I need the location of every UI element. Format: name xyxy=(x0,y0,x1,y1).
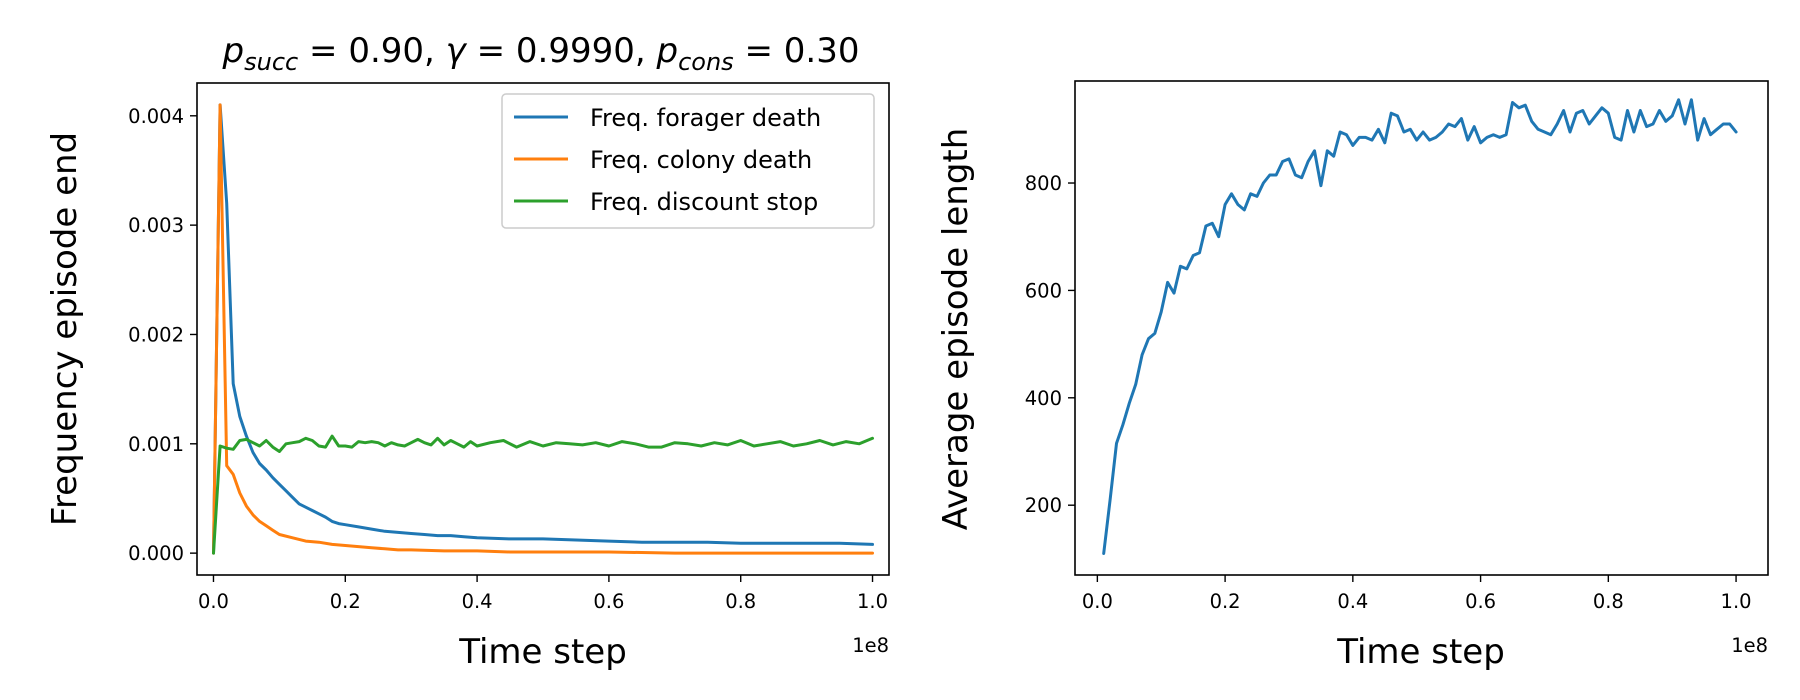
chart-left-frame xyxy=(196,82,890,576)
chart-right-y-axis-label: Average episode length xyxy=(936,128,976,531)
chart-right-y-tick-label: 600 xyxy=(1025,279,1062,302)
chart-right-x-tick-label: 0.2 xyxy=(1210,590,1241,613)
chart-right-x-tick-label: 0.6 xyxy=(1465,590,1496,613)
chart-left-y-tick-label: 0.004 xyxy=(128,105,184,128)
chart-left-title: psucc = 0.90, γ = 0.9990, pcons = 0.30 xyxy=(222,31,860,76)
chart-left-x-tick-label: 0.6 xyxy=(593,590,624,613)
chart-right: 0.0 0.2 0.4 0.6 0.8 1.0 200 400 600 800 Time step… xyxy=(936,80,1769,672)
chart-left-series-2-line xyxy=(212,434,874,555)
chart-right-x-offset-label: 1e8 xyxy=(1731,634,1768,657)
legend-label-forager-death: Freq. forager death xyxy=(590,104,821,132)
chart-left-x-tick-label: 0.0 xyxy=(198,590,229,613)
legend: Freq. forager death Freq. colony death F… xyxy=(501,93,875,229)
chart-left-series-0-line xyxy=(212,103,874,555)
chart-left-y-tick-label: 0.002 xyxy=(128,323,184,346)
legend-label-discount-stop: Freq. discount stop xyxy=(590,188,818,216)
chart-right-x-tick-label: 1.0 xyxy=(1721,590,1752,613)
chart-right-y-tick-label: 400 xyxy=(1025,387,1062,410)
chart-right-x-tick-label: 0.4 xyxy=(1337,590,1368,613)
chart-left-x-tick-label: 1.0 xyxy=(857,590,888,613)
chart-left-x-tick-label: 0.4 xyxy=(462,590,493,613)
chart-right-x-tick-label: 0.0 xyxy=(1082,590,1113,613)
chart-right-x-tick-label: 0.8 xyxy=(1593,590,1624,613)
chart-right-frame xyxy=(1074,80,1769,576)
chart-left: psucc = 0.90, γ = 0.9990, pcons = 0.30 0… xyxy=(45,31,890,672)
chart-left-y-tick-label: 0.000 xyxy=(128,542,184,565)
chart-left-x-tick-label: 0.2 xyxy=(330,590,361,613)
chart-left-series-1-line xyxy=(212,103,874,555)
chart-left-y-axis-label: Frequency episode end xyxy=(45,132,85,526)
chart-left-x-axis-label: Time step xyxy=(458,632,627,672)
chart-left-y-tick-label: 0.003 xyxy=(128,214,184,237)
legend-label-colony-death: Freq. colony death xyxy=(590,146,812,174)
legend-box xyxy=(501,93,875,229)
chart-right-y-tick-label: 800 xyxy=(1025,172,1062,195)
chart-left-x-tick-label: 0.8 xyxy=(725,590,756,613)
chart-left-y-tick-label: 0.001 xyxy=(128,433,184,456)
chart-right-x-axis-label: Time step xyxy=(1336,632,1505,672)
chart-left-x-offset-label: 1e8 xyxy=(852,634,889,657)
chart-right-y-tick-label: 200 xyxy=(1025,494,1062,517)
chart-right-series-0-line xyxy=(1102,98,1738,555)
